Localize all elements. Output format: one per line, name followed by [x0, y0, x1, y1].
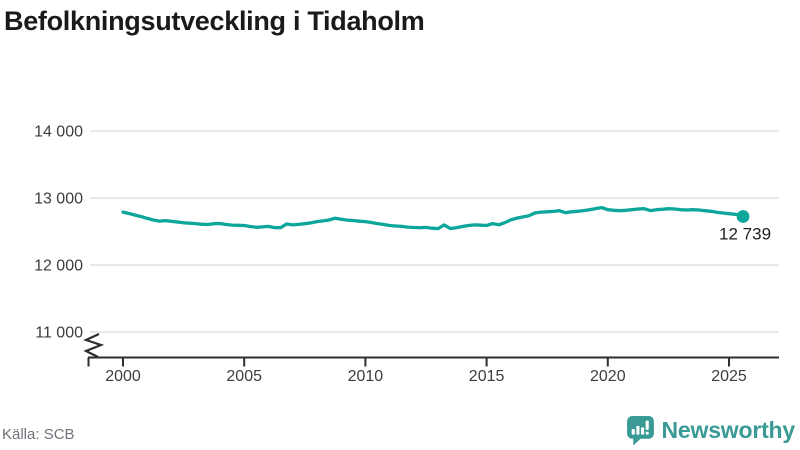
x-axis-tick-label: 2000	[105, 368, 141, 385]
last-point-marker	[736, 210, 750, 223]
y-axis-tick-label: 12 000	[34, 258, 83, 275]
x-axis-tick-label: 2025	[711, 368, 747, 385]
x-axis-tick-label: 2005	[226, 368, 262, 385]
speech-bubble-shape	[626, 416, 654, 446]
newsworthy-brand: Newsworthy	[626, 415, 795, 446]
axis-break-icon	[83, 333, 105, 358]
population-series-line	[121, 205, 745, 231]
y-axis-tick-label: 11 000	[35, 325, 83, 342]
newsworthy-logo-icon	[626, 416, 654, 446]
bar-chart-glyph	[631, 420, 649, 435]
population-line-chart: 14 000 13 000 12 000 11 000 2000 2005 2010 2015…	[34, 124, 779, 385]
source-credit: Källa: SCB	[2, 426, 75, 443]
last-value-label: 12 739	[719, 224, 771, 243]
x-axis-tick-label: 2010	[348, 368, 384, 385]
y-axis-tick-label: 13 000	[34, 191, 83, 208]
chart-title: Befolkningsutveckling i Tidaholm	[4, 6, 425, 36]
x-axis-tick-label: 2020	[590, 368, 626, 385]
newsworthy-wordmark: Newsworthy	[661, 417, 796, 443]
x-axis-tick-label: 2015	[469, 368, 505, 385]
y-axis-tick-label: 14 000	[34, 124, 83, 141]
